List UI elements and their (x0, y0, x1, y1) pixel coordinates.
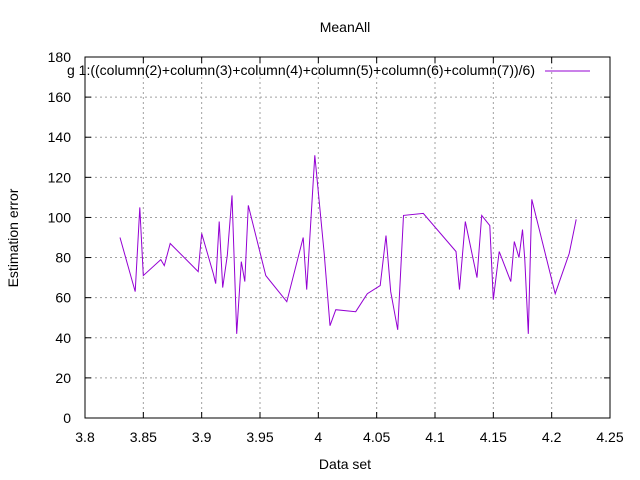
x-tick-label: 3.9 (192, 429, 212, 445)
plot-frame (84, 56, 611, 419)
y-tick-label: 0 (63, 410, 71, 426)
x-tick-label: 4.2 (542, 429, 562, 445)
chart-title: MeanAll (320, 19, 371, 35)
series-line (119, 155, 577, 334)
y-tick-label: 180 (48, 49, 72, 65)
y-tick-label: 100 (48, 209, 72, 225)
y-tick-label: 20 (55, 370, 71, 386)
y-tick-label: 140 (48, 129, 72, 145)
x-tick-label: 4.25 (596, 429, 623, 445)
x-tick-label: 3.85 (130, 429, 157, 445)
y-tick-label: 80 (55, 250, 71, 266)
x-tick-label: 4.15 (480, 429, 507, 445)
grid-lines (85, 57, 610, 418)
x-tick-label: 4 (314, 429, 322, 445)
y-tick-label: 40 (55, 330, 71, 346)
y-tick-label: 120 (48, 169, 72, 185)
x-tick-label: 3.95 (246, 429, 273, 445)
y-tick-label: 160 (48, 89, 72, 105)
axis-ticks: 3.8 3.85 3.9 3.95 4 4.05 4.1 4.15 4.2 4.25 0 20 40 60… (48, 49, 624, 445)
legend-label: g 1:((column(2)+column(3)+column(4)+colu… (67, 62, 535, 78)
x-tick-label: 3.8 (75, 429, 95, 445)
y-tick-label: 60 (55, 290, 71, 306)
x-tick-label: 4.05 (363, 429, 390, 445)
legend: g 1:((column(2)+column(3)+column(4)+colu… (67, 62, 590, 78)
y-axis-label: Estimation error (5, 188, 21, 287)
x-axis-label: Data set (319, 456, 371, 472)
series-layer (119, 155, 577, 334)
x-tick-label: 4.1 (425, 429, 445, 445)
